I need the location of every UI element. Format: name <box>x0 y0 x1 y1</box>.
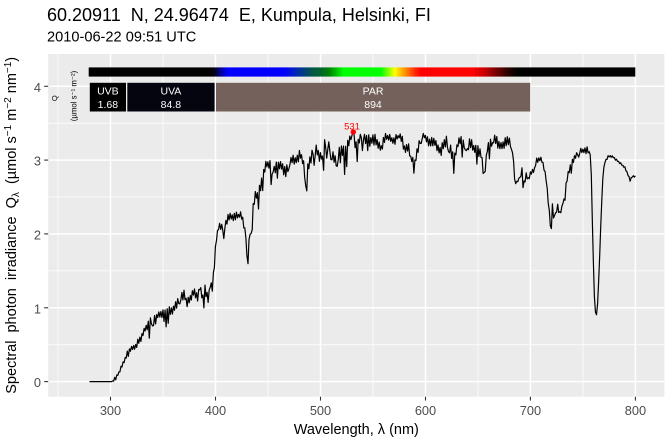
svg-text:700: 700 <box>520 403 541 418</box>
svg-text:800: 800 <box>625 403 646 418</box>
svg-text:Q: Q <box>50 95 59 101</box>
svg-text:UVB: UVB <box>97 86 119 98</box>
svg-text:2010-06-22 09:51 UTC: 2010-06-22 09:51 UTC <box>47 30 196 46</box>
svg-text:0: 0 <box>34 375 41 390</box>
svg-text:3: 3 <box>34 154 41 169</box>
svg-text:UVA: UVA <box>160 86 181 98</box>
svg-text:300: 300 <box>100 403 121 418</box>
svg-text:600: 600 <box>415 403 436 418</box>
svg-text:500: 500 <box>310 403 331 418</box>
svg-text:2: 2 <box>34 227 41 242</box>
svg-text:894: 894 <box>364 99 382 111</box>
svg-text:PAR: PAR <box>363 86 384 98</box>
svg-text:84.8: 84.8 <box>161 99 182 111</box>
svg-text:1: 1 <box>34 301 41 316</box>
svg-text:4: 4 <box>34 80 41 95</box>
svg-text:(µmol s⁻¹ m⁻²): (µmol s⁻¹ m⁻²) <box>70 70 79 121</box>
svg-text:Wavelength, λ (nm): Wavelength, λ (nm) <box>294 422 419 438</box>
svg-text:1.68: 1.68 <box>98 99 119 111</box>
svg-text:400: 400 <box>205 403 226 418</box>
svg-text:60.20911 N, 24.96474 E, Kump: 60.20911 N, 24.96474 E, Kumpula, Helsink… <box>47 5 431 25</box>
svg-text:531: 531 <box>344 122 360 133</box>
svg-text:Spectral photon irradiance: Spectral photon irradiance Qλ (µmol s−1 … <box>3 57 22 394</box>
